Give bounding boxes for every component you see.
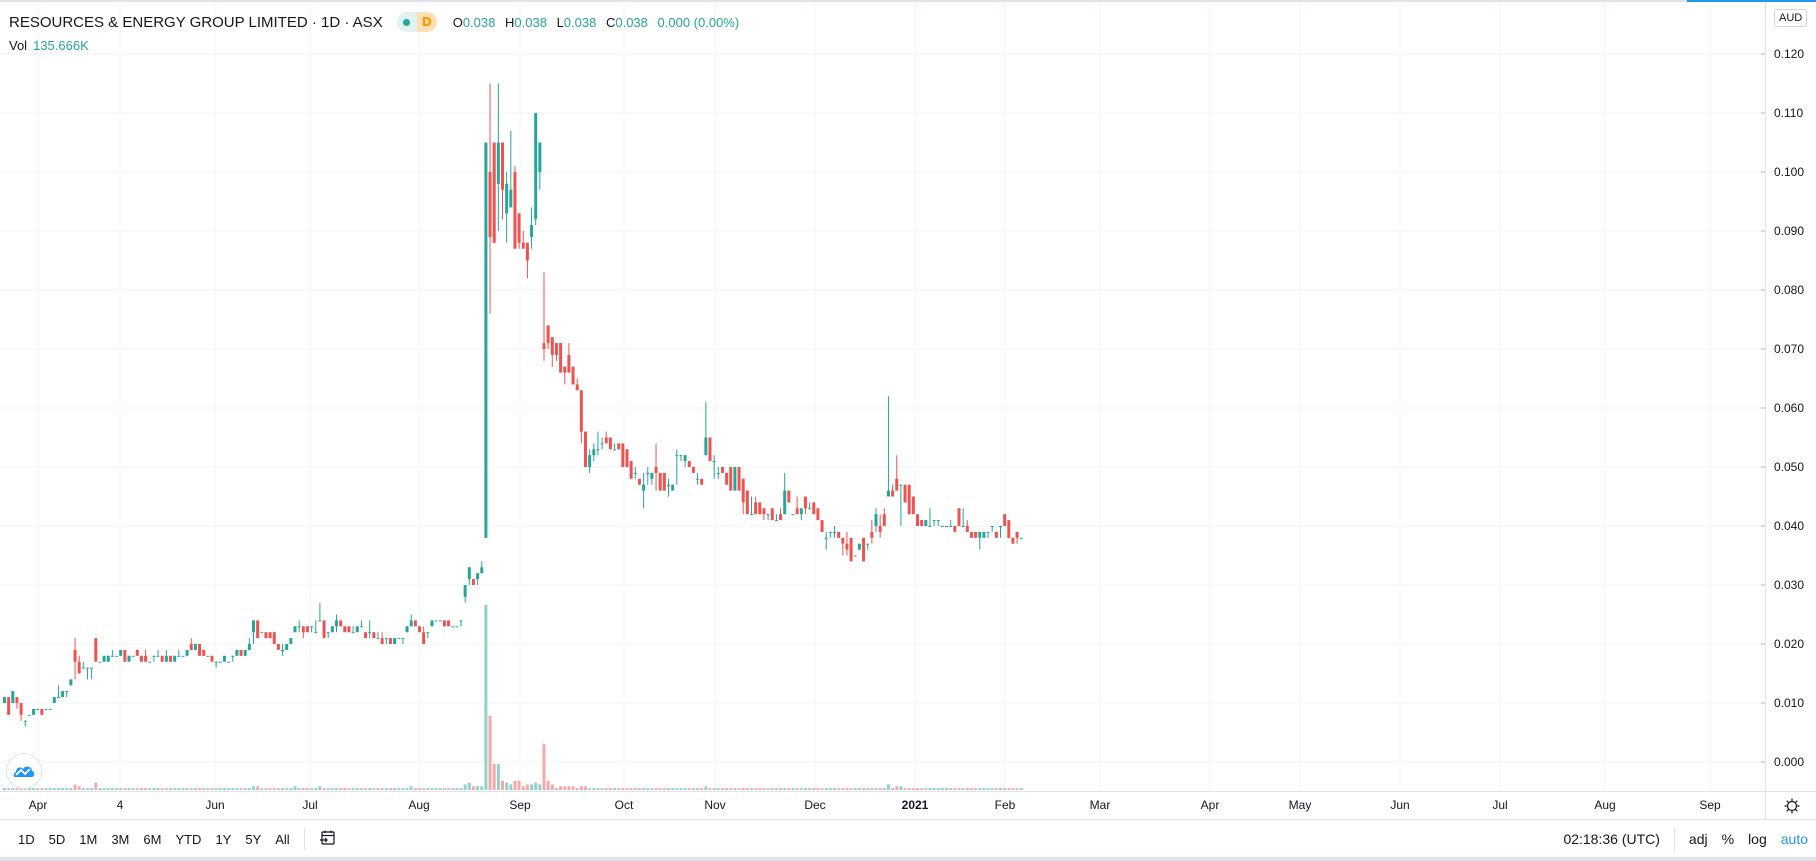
time-tick-label: Jul bbox=[1492, 798, 1508, 812]
time-tick-label: Dec bbox=[804, 798, 826, 812]
volume-legend: Vol 135.666K bbox=[9, 38, 89, 53]
price-tick-label: 0.070 bbox=[1774, 342, 1805, 356]
change-value: 0.000 (0.00%) bbox=[657, 14, 740, 30]
time-tick-label: Oct bbox=[614, 798, 634, 812]
time-tick-label: Aug bbox=[408, 798, 430, 812]
price-tick-label: 0.020 bbox=[1774, 637, 1805, 651]
price-tick-label: 0.060 bbox=[1774, 401, 1805, 415]
price-tick-label: 0.000 bbox=[1774, 755, 1805, 769]
range-button-3m[interactable]: 3M bbox=[111, 831, 130, 847]
volume-value: 135.666K bbox=[33, 38, 89, 53]
price-axis[interactable]: 0.120 0.110 0.100 0.090 0.080 0.070 0.060 0.050… bbox=[1765, 2, 1816, 791]
tradingview-logo-icon[interactable] bbox=[6, 753, 42, 789]
range-button-ytd[interactable]: YTD bbox=[175, 831, 202, 847]
candlestick-chart[interactable] bbox=[0, 2, 1765, 791]
chart-pane[interactable]: RESOURCES & ENERGY GROUP LIMITED · 1D · … bbox=[0, 2, 1765, 791]
symbol-title[interactable]: RESOURCES & ENERGY GROUP LIMITED · 1D · … bbox=[9, 13, 383, 31]
bottom-border bbox=[0, 857, 1816, 861]
toolbar-divider bbox=[303, 828, 305, 850]
adj-toggle[interactable]: adj bbox=[1688, 831, 1708, 847]
price-tick-label: 0.010 bbox=[1774, 696, 1805, 710]
interval-badge: D bbox=[416, 12, 437, 32]
price-tick-label: 0.050 bbox=[1774, 460, 1805, 474]
top-border bbox=[0, 0, 1816, 2]
price-tick-label: 0.030 bbox=[1774, 578, 1805, 592]
scale-options: 02:18:36 (UTC) adj % log auto bbox=[1549, 820, 1808, 858]
auto-scale-toggle[interactable]: auto bbox=[1780, 831, 1808, 847]
series-legend: RESOURCES & ENERGY GROUP LIMITED · 1D · … bbox=[9, 12, 745, 32]
volume-label: Vol bbox=[9, 38, 28, 53]
time-tick-label: Jun bbox=[1390, 798, 1410, 812]
range-button-all[interactable]: All bbox=[275, 831, 290, 847]
price-tick-label: 0.090 bbox=[1774, 224, 1805, 238]
time-tick-label: Jul bbox=[302, 798, 318, 812]
price-tick-label: 0.120 bbox=[1774, 47, 1805, 61]
range-button-5d[interactable]: 5D bbox=[48, 831, 66, 847]
range-button-1m[interactable]: 1M bbox=[79, 831, 98, 847]
market-open-dot-icon bbox=[403, 18, 411, 26]
active-tab-indicator bbox=[1687, 0, 1816, 2]
toolbar-divider bbox=[1673, 828, 1675, 850]
time-tick-label: Jun bbox=[205, 798, 225, 812]
bottom-toolbar: 1D 5D 1M 3M 6M YTD 1Y 5Y All 02:18:36 (UTC) adj … bbox=[0, 819, 1816, 858]
high-value: 0.038 bbox=[514, 14, 547, 30]
time-tick-label: Sep bbox=[1699, 798, 1721, 812]
close-value: 0.038 bbox=[615, 14, 648, 30]
market-status-pill[interactable]: D bbox=[396, 12, 437, 32]
time-tick-label: Feb bbox=[994, 798, 1016, 812]
time-tick-label: Apr bbox=[28, 798, 48, 812]
calendar-goto-icon bbox=[319, 830, 335, 845]
range-button-6m[interactable]: 6M bbox=[143, 831, 162, 847]
time-tick-label: Sep bbox=[509, 798, 531, 812]
range-button-1d[interactable]: 1D bbox=[18, 831, 35, 847]
price-tick-label: 0.040 bbox=[1774, 519, 1805, 533]
goto-date-button[interactable] bbox=[319, 829, 337, 850]
time-tick-label: May bbox=[1288, 798, 1312, 812]
time-tick-label: Aug bbox=[1594, 798, 1616, 812]
time-tick-label: Nov bbox=[704, 798, 726, 812]
range-button-5y[interactable]: 5Y bbox=[245, 831, 262, 847]
ohlc-values: O0.038 H0.038 L0.038 C0.038 0.000 (0.00%… bbox=[452, 14, 740, 30]
chart-settings-button[interactable] bbox=[1765, 791, 1816, 820]
time-tick-label: 2021 bbox=[901, 798, 929, 812]
log-scale-toggle[interactable]: log bbox=[1748, 831, 1767, 847]
clock-timezone[interactable]: 02:18:36 (UTC) bbox=[1563, 831, 1660, 847]
price-tick-label: 0.100 bbox=[1774, 165, 1805, 179]
open-value: 0.038 bbox=[462, 14, 496, 30]
low-value: 0.038 bbox=[563, 14, 597, 30]
time-axis[interactable]: Apr 4 Jun Jul Aug Sep Oct Nov Dec 2021 Feb Mar Apr Ma… bbox=[0, 791, 1765, 820]
range-button-1y[interactable]: 1Y bbox=[215, 831, 232, 847]
price-tick-label: 0.080 bbox=[1774, 283, 1805, 297]
price-tick-label: 0.110 bbox=[1774, 106, 1804, 120]
time-tick-label: 4 bbox=[116, 798, 124, 812]
time-tick-label: Apr bbox=[1200, 798, 1220, 812]
percent-scale-toggle[interactable]: % bbox=[1721, 831, 1735, 847]
currency-button[interactable]: AUD bbox=[1774, 9, 1808, 27]
gear-icon bbox=[1784, 798, 1799, 814]
time-tick-label: Mar bbox=[1089, 798, 1111, 812]
